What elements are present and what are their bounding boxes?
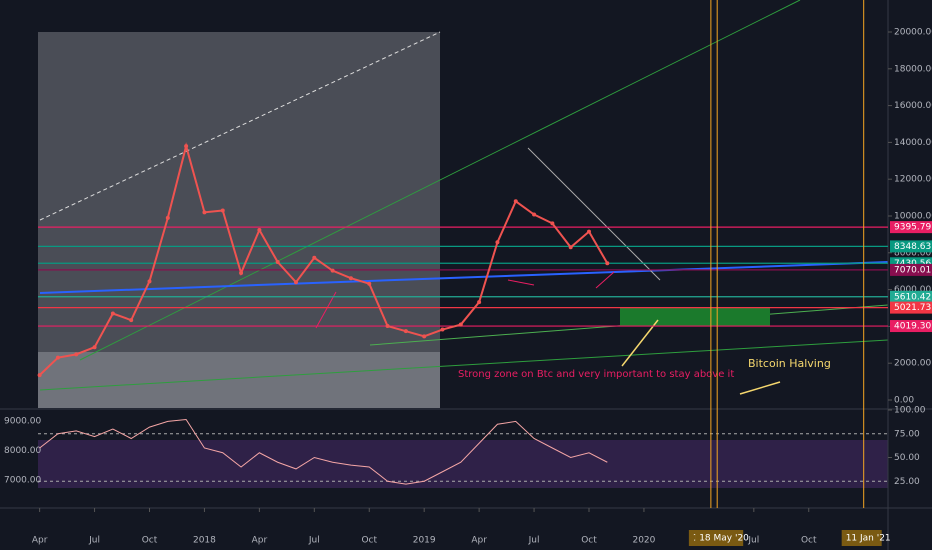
trend-line: [39, 31, 441, 221]
arrow: [621, 319, 659, 367]
price-tag: [890, 301, 932, 314]
arrow: [595, 271, 615, 289]
x-tick-label: Oct: [801, 536, 817, 546]
x-tick-label: 2020: [632, 536, 655, 546]
rsi-left-label: 8000.00: [4, 446, 41, 456]
y-tick-label: 10000.00: [894, 212, 932, 222]
price-tag: [890, 263, 932, 276]
trend-line: [39, 261, 889, 294]
price-point: [294, 280, 298, 285]
trend-line: [39, 339, 889, 391]
x-tick-label: Oct: [581, 536, 597, 546]
x-tick-label: Jul: [528, 536, 540, 546]
price-tag-label: 4019.30: [894, 322, 931, 332]
y-tick-label: 16000.00: [894, 101, 932, 111]
price-tag: [890, 290, 932, 303]
price-point: [605, 261, 610, 266]
y2-tick-label: 25.00: [894, 477, 920, 487]
price-point: [184, 144, 189, 149]
price-point: [440, 327, 445, 332]
trend-line: [79, 0, 801, 361]
y2-tick-label: 50.00: [894, 453, 920, 463]
price-point: [239, 271, 244, 276]
y2-tick-label: 75.00: [894, 429, 920, 439]
x-tick-label: Apr: [471, 536, 487, 546]
y-tick-label: 6000.00: [894, 285, 931, 295]
price-point: [312, 255, 317, 260]
arrow: [507, 279, 535, 286]
price-tag-label: 5610.42: [894, 292, 931, 302]
price-point: [348, 276, 353, 281]
rsi-line: [39, 418, 608, 485]
price-point: [367, 281, 372, 286]
x-tick-label: Jul: [88, 536, 100, 546]
price-point: [92, 345, 97, 350]
price-tag-label: 8348.63: [894, 242, 931, 252]
x-tick-label: Jul: [308, 536, 320, 546]
y2-tick-label: 100.00: [894, 406, 926, 416]
price-point: [587, 229, 591, 234]
y-tick-label: 8000.00: [894, 248, 931, 258]
x-tick-label: Oct: [361, 536, 377, 546]
x-tick-label: 2018: [193, 536, 216, 546]
price-point: [275, 260, 280, 264]
price-point: [532, 212, 537, 217]
rsi-band: [38, 440, 888, 488]
highlight-box: [38, 32, 440, 408]
x-tick-label: Apr: [32, 536, 48, 546]
price-point: [330, 268, 335, 273]
price-tag: [890, 240, 932, 253]
price-point: [495, 240, 500, 245]
price-point: [257, 227, 262, 232]
rsi-left-label: 7000.00: [4, 476, 41, 486]
trend-line: [527, 147, 661, 281]
arrow: [315, 291, 337, 329]
annotation: Bitcoin Halving: [748, 357, 831, 370]
price-tag-label: 7430.56: [894, 259, 931, 269]
y-tick-label: 0.00: [894, 396, 914, 406]
price-point: [202, 210, 207, 215]
price-tag-label: 9395.79: [894, 223, 931, 233]
price-tag-label: 5021.73: [894, 303, 931, 313]
price-point: [129, 318, 134, 323]
price-point: [147, 279, 152, 284]
price-point: [513, 199, 518, 204]
price-point: [220, 208, 225, 213]
y-tick-label: 20000.00: [894, 28, 932, 38]
y-tick-label: 2000.00: [894, 359, 931, 369]
price-point: [477, 300, 482, 305]
highlight-box: [38, 352, 440, 408]
price-point: [550, 221, 555, 226]
price-point: [37, 373, 42, 378]
x-tick-label: Apr: [252, 536, 268, 546]
price-point: [568, 245, 573, 250]
price-point: [458, 322, 463, 327]
date-tag: [695, 530, 744, 546]
price-point: [385, 324, 390, 329]
x-tick-label: Oct: [142, 536, 158, 546]
price-point: [403, 329, 408, 334]
y-tick-label: 18000.00: [894, 64, 932, 74]
price-point: [165, 215, 170, 220]
price-point: [110, 311, 115, 316]
arrow: [739, 381, 781, 395]
date-tag-label: 18 May '20: [699, 534, 749, 544]
price-tag: [890, 221, 932, 234]
y-tick-label: 12000.00: [894, 175, 932, 185]
price-tag: [890, 320, 932, 333]
price-point: [74, 352, 79, 357]
price-point: [55, 355, 60, 360]
x-tick-label: Jul: [747, 536, 759, 546]
annotation: Strong zone on Btc and very important to…: [458, 369, 734, 380]
date-tag-label: 11 Jan '21: [846, 534, 891, 544]
price-line: [38, 142, 609, 376]
price-tag-label: 7070.01: [894, 265, 931, 275]
y-tick-label: 14000.00: [894, 138, 932, 148]
date-tag: [841, 530, 882, 546]
price-point: [422, 334, 427, 339]
x-tick-label: 2019: [413, 536, 436, 546]
rsi-left-label: 9000.00: [4, 417, 41, 427]
zone-box: [620, 308, 770, 326]
